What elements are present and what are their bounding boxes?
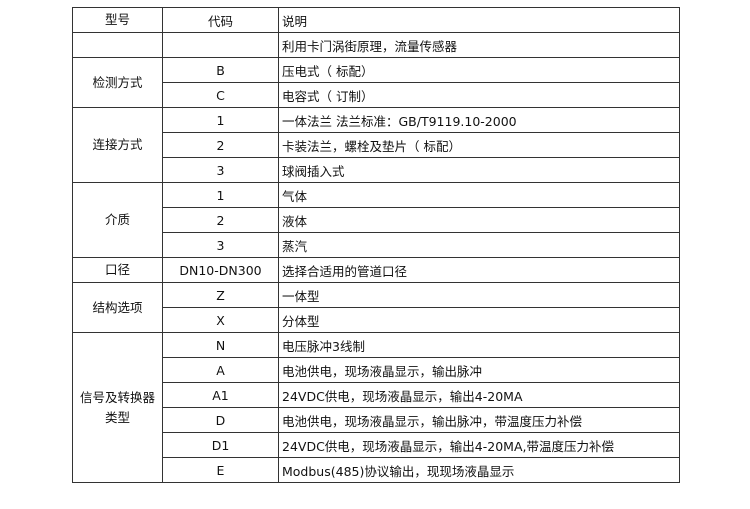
code-cell: 1	[162, 107, 279, 133]
description-cell: 液体	[278, 207, 680, 233]
description-cell: 卡装法兰，螺栓及垫片（ 标配）	[278, 132, 680, 158]
description-cell: 分体型	[278, 307, 680, 333]
table-body: 型号 代码 说明 利用卡门涡街原理，流量传感器 检测方式 B 压电式（ 标配） C 电容式（ 订…	[72, 7, 680, 483]
header-cell: 型号	[72, 7, 163, 33]
group-label: 信号及转换器类型	[72, 332, 163, 483]
row: 连接方式 1 一体法兰 法兰标准：GB/T9119.10-2000	[72, 107, 680, 183]
description-cell: 利用卡门涡街原理，流量传感器	[278, 32, 680, 58]
code-cell: 3	[162, 157, 279, 183]
description-cell: 气体	[278, 182, 680, 208]
row: X 分体型	[73, 307, 680, 333]
row: 3 球阀插入式	[73, 157, 680, 183]
description-cell: 电压脉冲3线制	[278, 332, 680, 358]
code-cell: N	[162, 332, 279, 358]
row: D 电池供电，现场液晶显示，输出脉冲，带温度压力补偿	[73, 407, 680, 433]
code-cell: A1	[162, 382, 279, 408]
description-cell: 一体法兰 法兰标准：GB/T9119.10-2000	[278, 107, 680, 133]
row: 2 卡装法兰，螺栓及垫片（ 标配）	[73, 132, 680, 158]
description-cell: 球阀插入式	[278, 157, 680, 183]
header-row: 型号 代码 说明	[72, 7, 680, 33]
row: A 电池供电，现场液晶显示，输出脉冲	[73, 357, 680, 383]
row: 结构选项 Z 一体型	[72, 282, 680, 333]
description-cell: 电容式（ 订制）	[278, 82, 680, 108]
header-cell: 代码	[162, 7, 279, 33]
code-cell	[162, 32, 279, 58]
group-label	[72, 32, 163, 58]
group-label: 结构选项	[72, 282, 163, 333]
description-cell: 电池供电，现场液晶显示，输出脉冲	[278, 357, 680, 383]
code-cell: C	[162, 82, 279, 108]
description-cell: 24VDC供电，现场液晶显示，输出4-20MA	[278, 382, 680, 408]
row: 口径 DN10-DN300 选择合适用的管道口径	[72, 257, 680, 283]
description-cell: 电池供电，现场液晶显示，输出脉冲，带温度压力补偿	[278, 407, 680, 433]
code-cell: X	[162, 307, 279, 333]
row: 2 液体	[73, 207, 680, 233]
description-cell: 24VDC供电，现场液晶显示，输出4-20MA,带温度压力补偿	[278, 432, 680, 458]
description-cell: 一体型	[278, 282, 680, 308]
code-cell: 2	[162, 132, 279, 158]
code-cell: 1	[162, 182, 279, 208]
row: 利用卡门涡街原理，流量传感器	[72, 32, 680, 58]
description-cell: 选择合适用的管道口径	[278, 257, 680, 283]
group-label: 连接方式	[72, 107, 163, 183]
group-label: 介质	[72, 182, 163, 258]
row: D1 24VDC供电，现场液晶显示，输出4-20MA,带温度压力补偿	[73, 432, 680, 458]
row: 介质 1 气体	[72, 182, 680, 258]
group-label: 检测方式	[72, 57, 163, 108]
code-cell: 3	[162, 232, 279, 258]
code-cell: Z	[162, 282, 279, 308]
row: E Modbus(485)协议输出，现现场液晶显示	[73, 457, 680, 483]
spec-table: 型号 代码 说明 利用卡门涡街原理，流量传感器 检测方式 B 压电式（ 标配） C 电容式（ 订…	[72, 7, 680, 483]
description-cell: 蒸汽	[278, 232, 680, 258]
description-cell: Modbus(485)协议输出，现现场液晶显示	[278, 457, 680, 483]
code-cell: B	[162, 57, 279, 83]
row: A1 24VDC供电，现场液晶显示，输出4-20MA	[73, 382, 680, 408]
description-cell: 压电式（ 标配）	[278, 57, 680, 83]
row: 信号及转换器类型 N 电压脉冲3线制	[72, 332, 680, 483]
code-cell: D	[162, 407, 279, 433]
code-cell: D1	[162, 432, 279, 458]
code-cell: E	[162, 457, 279, 483]
row: 检测方式 B 压电式（ 标配）	[72, 57, 680, 108]
code-cell: DN10-DN300	[162, 257, 279, 283]
group-label: 口径	[72, 257, 163, 283]
row: 3 蒸汽	[73, 232, 680, 258]
code-cell: 2	[162, 207, 279, 233]
row: C 电容式（ 订制）	[73, 82, 680, 108]
code-cell: A	[162, 357, 279, 383]
header-cell: 说明	[278, 7, 680, 33]
